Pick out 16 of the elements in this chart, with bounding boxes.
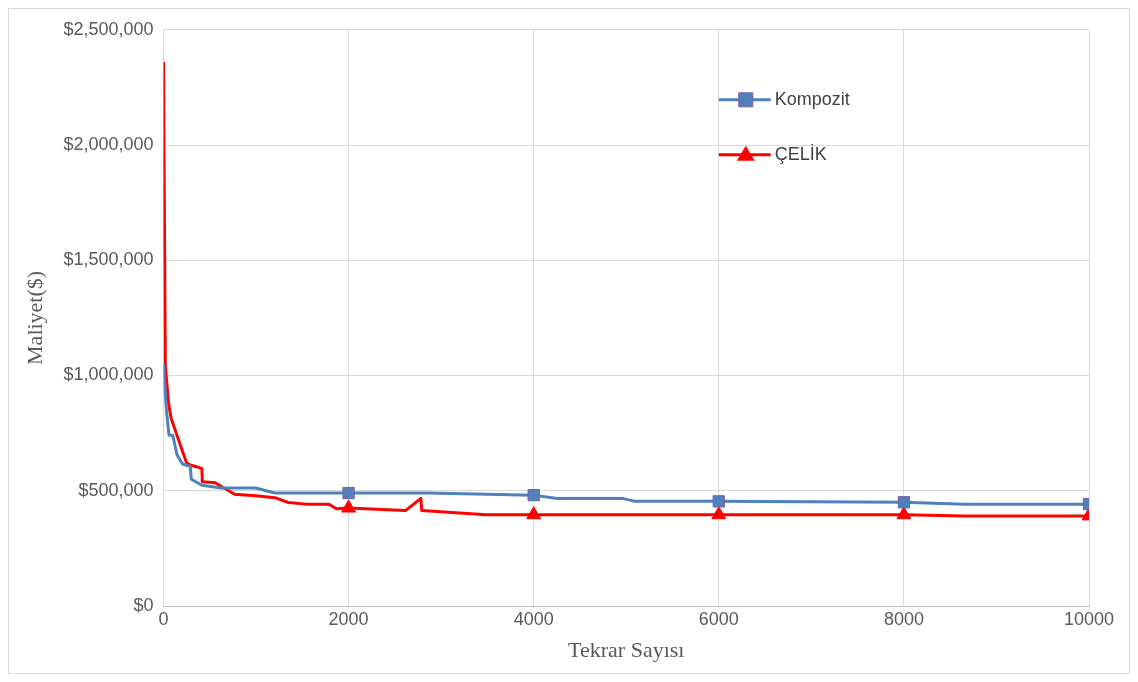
y-tick-label: $1,500,000 <box>63 249 154 270</box>
legend-label: Kompozit <box>774 88 850 109</box>
x-tick-label: 4000 <box>513 608 554 629</box>
x-tick-label: 10000 <box>1063 608 1115 629</box>
y-tick-label: $0 <box>133 594 154 615</box>
y-tick-label: $500,000 <box>78 479 154 500</box>
x-axis-title: Tekrar Sayısı <box>568 636 685 662</box>
y-tick-label: $1,000,000 <box>63 364 154 385</box>
x-tick-label: 8000 <box>883 608 924 629</box>
x-tick-label: 0 <box>158 608 169 629</box>
x-tick-label: 6000 <box>698 608 739 629</box>
legend-label: ÇELİK <box>774 143 827 164</box>
y-tick-label: $2,500,000 <box>63 18 154 39</box>
y-tick-label: $2,000,000 <box>63 134 154 155</box>
y-axis-title: Maliyet($) <box>21 270 47 365</box>
x-tick-label: 2000 <box>328 608 369 629</box>
